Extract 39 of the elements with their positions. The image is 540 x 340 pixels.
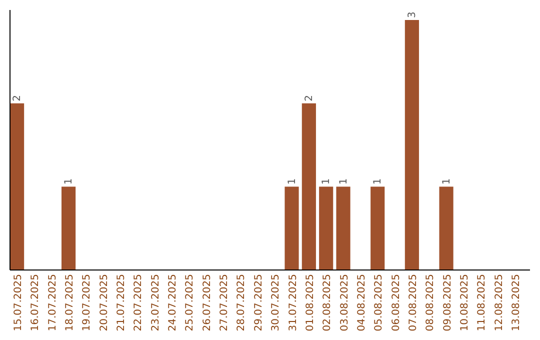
x-tick-label: 30.07.2025: [270, 274, 282, 332]
x-tick-label: 08.08.2025: [425, 274, 436, 332]
x-tick-label: 17.07.2025: [47, 274, 58, 332]
x-tick-label: 16.07.2025: [30, 274, 42, 332]
data-label: 3: [406, 12, 418, 18]
x-tick-label: 19.07.2025: [82, 274, 93, 332]
data-label: 1: [64, 178, 75, 185]
data-label: 1: [372, 178, 384, 185]
x-tick-label: 24.07.2025: [168, 274, 179, 332]
x-tick-label: 07.08.2025: [408, 274, 419, 332]
x-tick-label: 29.07.2025: [253, 274, 264, 332]
x-tick-label: 06.08.2025: [390, 274, 402, 332]
data-label: 1: [338, 178, 350, 185]
x-tick-label: 05.08.2025: [374, 274, 385, 332]
x-tick-label: 31.07.2025: [288, 274, 299, 332]
x-tick-label: 01.08.2025: [304, 274, 316, 332]
data-label: 2: [304, 94, 315, 102]
x-tick-label: 09.08.2025: [442, 274, 454, 332]
data-label: 1: [321, 178, 332, 185]
x-tick-label: 15.07.2025: [13, 274, 24, 332]
data-label: 2: [12, 94, 24, 102]
x-tick-label: 03.08.2025: [339, 274, 350, 332]
x-tick-label: 27.07.2025: [219, 274, 230, 332]
x-tick-label: 22.07.2025: [133, 274, 144, 332]
x-tick-label: 23.07.2025: [150, 274, 162, 332]
x-tick-label: 21.07.2025: [116, 274, 128, 332]
x-tick-label: 12.08.2025: [494, 274, 505, 332]
data-label: 1: [286, 178, 298, 185]
x-tick-label: 20.07.2025: [98, 274, 110, 332]
x-tick-label: 02.08.2025: [322, 274, 334, 332]
x-tick-label: 04.08.2025: [356, 274, 368, 332]
x-tick-label: 26.07.2025: [202, 274, 213, 332]
x-tick-label: 13.08.2025: [510, 274, 522, 332]
x-tick-label: 25.07.2025: [184, 274, 196, 332]
x-tick-label: 10.08.2025: [459, 274, 470, 332]
x-tick-label: 11.08.2025: [476, 274, 488, 332]
x-tick-label: 18.07.2025: [64, 274, 76, 332]
data-label: 1: [441, 178, 452, 185]
x-tick-label: 28.07.2025: [236, 274, 248, 332]
